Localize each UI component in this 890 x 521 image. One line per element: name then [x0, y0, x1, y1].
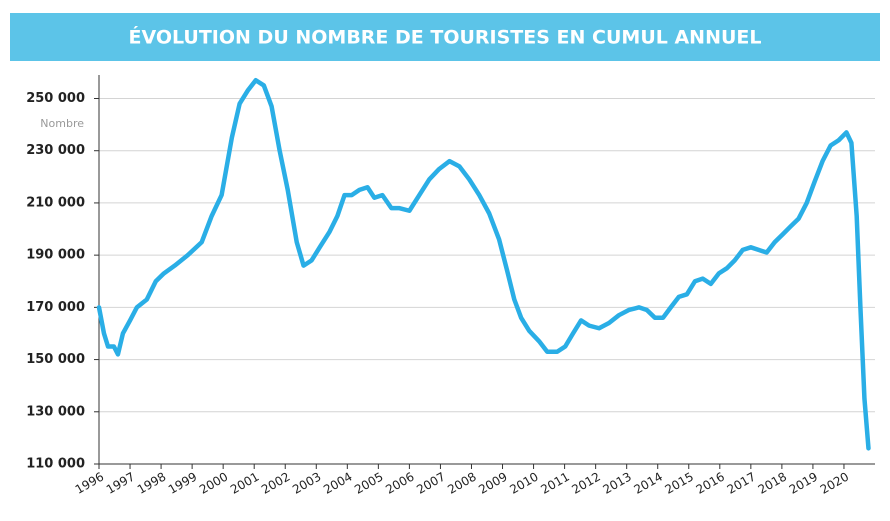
- x-tick-label: 2013: [600, 470, 633, 497]
- x-tick-label: 2016: [694, 470, 727, 497]
- x-tick-label: 2003: [290, 470, 323, 497]
- data-line: [96, 77, 871, 451]
- x-tick-label: 2002: [259, 470, 292, 497]
- y-tick-label: 170 000: [26, 300, 85, 315]
- y-tick-label: 150 000: [26, 352, 85, 367]
- y-tick-label: 190 000: [26, 248, 85, 263]
- x-tick-label: 2012: [569, 470, 602, 497]
- x-tick-label: 2001: [228, 470, 261, 497]
- x-tick-label: 2011: [538, 470, 571, 497]
- x-tick-label: 2019: [787, 470, 820, 497]
- y-tick-label: 210 000: [26, 195, 85, 210]
- x-tick-label: 1998: [135, 470, 168, 497]
- y-axis-label: Nombre: [40, 117, 84, 130]
- y-tick-label: 130 000: [26, 404, 85, 419]
- x-tick-label: 2006: [383, 470, 416, 497]
- x-tick-label: 2004: [321, 470, 354, 497]
- x-tick-label: 2005: [352, 470, 385, 497]
- y-tick-label: 110 000: [26, 457, 85, 472]
- x-tick-label: 1997: [104, 470, 137, 497]
- x-tick-label: 1996: [73, 470, 106, 497]
- x-tick-label: 1999: [166, 470, 199, 497]
- x-tick-label: 2018: [756, 470, 789, 497]
- x-tick-label: 2007: [414, 470, 447, 497]
- x-tick-label: 2008: [445, 470, 478, 497]
- x-tick-label: 2000: [197, 470, 230, 497]
- x-tick-label: 2015: [663, 470, 696, 497]
- y-tick-label: 250 000: [26, 91, 85, 106]
- x-tick-label: 2020: [818, 470, 851, 497]
- title-banner: [10, 13, 880, 61]
- x-tick-label: 2014: [632, 470, 665, 497]
- chart-title: ÉVOLUTION DU NOMBRE DE TOURISTES EN CUMU…: [128, 26, 761, 49]
- x-tick-label: 2010: [507, 470, 540, 497]
- y-tick-label: 230 000: [26, 143, 85, 158]
- x-tick-label: 2009: [476, 470, 509, 497]
- x-tick-label: 2017: [725, 470, 758, 497]
